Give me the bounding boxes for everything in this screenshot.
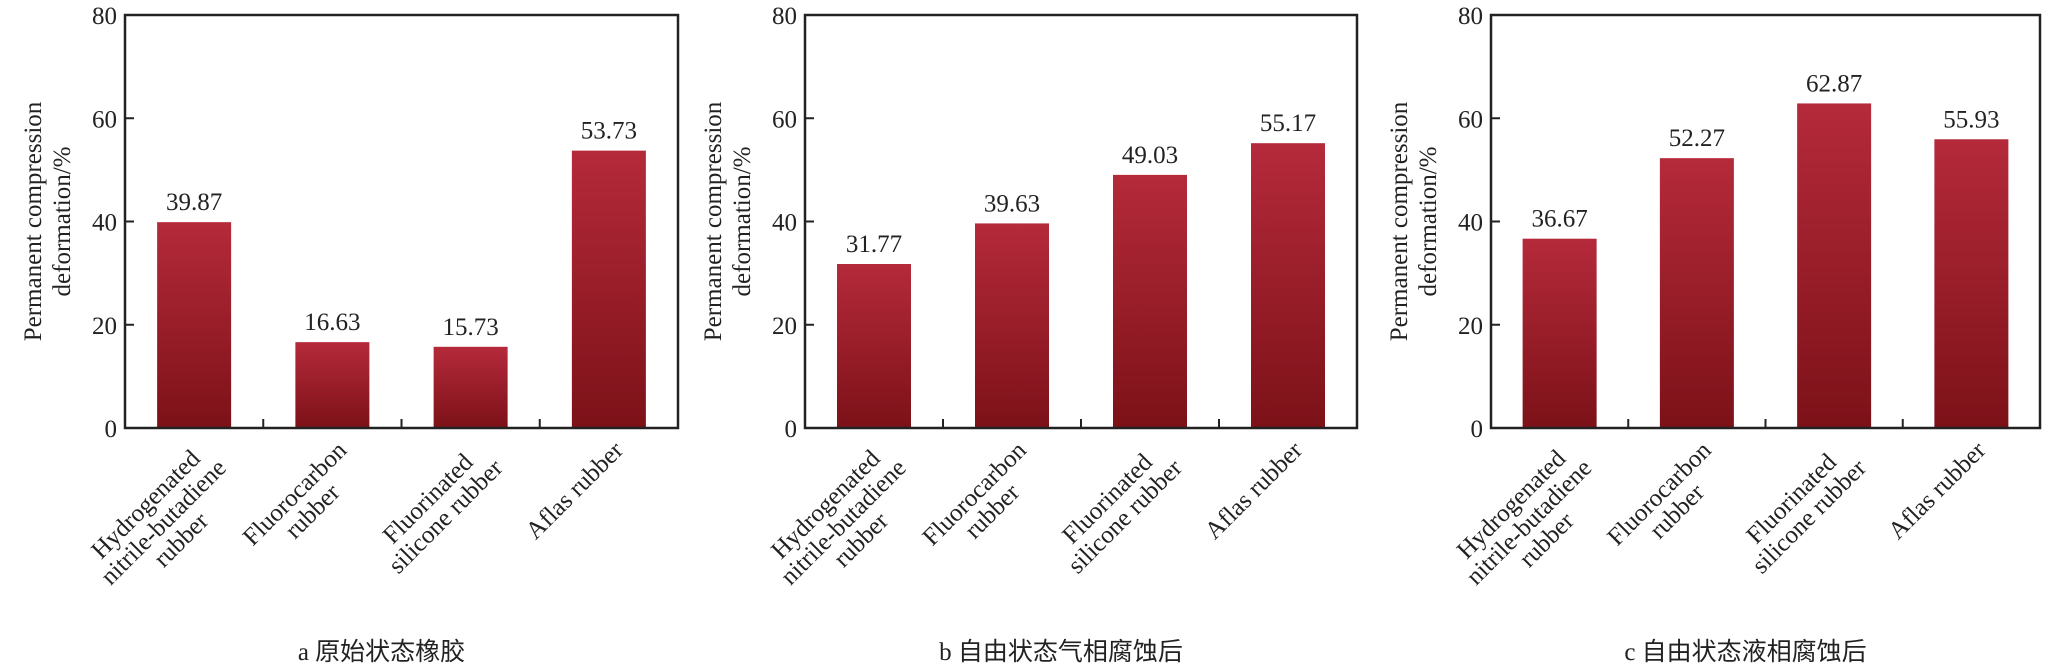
y-axis-label-line: deformation/% bbox=[49, 147, 76, 297]
plot-frame bbox=[123, 13, 680, 430]
bar bbox=[1113, 174, 1187, 428]
bar bbox=[975, 223, 1049, 428]
y-axis-label-line: Permanent compression bbox=[1386, 101, 1413, 341]
x-tick-line: Aflas rubber bbox=[521, 436, 629, 544]
panel-caption: c 自由状态液相腐蚀后 bbox=[1624, 638, 1866, 666]
panel-caption: b 自由状态气相腐蚀后 bbox=[939, 638, 1183, 666]
bar bbox=[157, 222, 232, 428]
bar bbox=[1659, 158, 1734, 428]
y-axis-label: Permanent compression deformation/% bbox=[20, 101, 76, 341]
data-label: 36.67 bbox=[1532, 206, 1588, 233]
data-label: 16.63 bbox=[304, 309, 360, 336]
y-tick-label: 80 bbox=[772, 3, 797, 30]
y-tick-label: 20 bbox=[92, 313, 117, 340]
chart-panel-a: 39.87 Hydrogenatednitrile-butadienerubber… bbox=[20, 3, 680, 666]
bar bbox=[1797, 103, 1872, 428]
x-tick-line: Aflas rubber bbox=[1883, 436, 1991, 544]
y-axis-label: Permanent compression deformation/% bbox=[700, 101, 756, 341]
y-axis-label: Permanent compression deformation/% bbox=[1386, 101, 1442, 341]
bar bbox=[571, 150, 646, 428]
y-tick-label: 20 bbox=[772, 313, 797, 340]
bar bbox=[1251, 143, 1325, 428]
bar bbox=[295, 342, 370, 428]
y-tick-label: 80 bbox=[92, 3, 117, 30]
x-tick-line: Aflas rubber bbox=[1200, 436, 1308, 544]
data-label: 62.87 bbox=[1806, 70, 1862, 97]
data-label: 53.73 bbox=[581, 118, 637, 145]
bar bbox=[1934, 139, 2009, 429]
bar bbox=[837, 263, 911, 428]
data-label: 39.63 bbox=[984, 190, 1040, 217]
data-label: 52.27 bbox=[1669, 125, 1725, 152]
y-tick-label: 40 bbox=[92, 210, 117, 237]
y-axis-label-line: deformation/% bbox=[729, 147, 756, 297]
x-tick-label: Aflas rubber bbox=[521, 436, 629, 544]
data-label: 55.93 bbox=[1943, 106, 1999, 133]
y-tick-label: 60 bbox=[1458, 106, 1483, 133]
bar bbox=[1522, 238, 1597, 428]
y-tick-label: 40 bbox=[1458, 210, 1483, 237]
chart-panel-c: 36.67 Hydrogenatednitrile-butadienerubber… bbox=[1386, 3, 2042, 666]
data-label: 15.73 bbox=[443, 314, 499, 341]
y-tick-label: 20 bbox=[1458, 313, 1483, 340]
y-axis-label-line: Permanent compression bbox=[700, 101, 727, 341]
data-label: 39.87 bbox=[166, 189, 222, 216]
y-tick-label: 60 bbox=[772, 106, 797, 133]
y-tick-label: 0 bbox=[105, 416, 118, 443]
y-axis-label-line: Permanent compression bbox=[20, 101, 47, 341]
x-tick-label: Aflas rubber bbox=[1200, 436, 1308, 544]
bar bbox=[433, 346, 508, 428]
y-tick-label: 80 bbox=[1458, 3, 1483, 30]
data-label: 31.77 bbox=[846, 231, 902, 258]
y-tick-label: 0 bbox=[785, 416, 798, 443]
y-tick-label: 60 bbox=[92, 106, 117, 133]
y-axis-label-line: deformation/% bbox=[1415, 147, 1442, 297]
chart-panel-b: 31.77 Hydrogenatednitrile-butadienerubber… bbox=[700, 3, 1359, 666]
data-label: 55.17 bbox=[1260, 110, 1316, 137]
plot-frame bbox=[803, 13, 1359, 430]
x-tick-label: Aflas rubber bbox=[1883, 436, 1991, 544]
plot-frame bbox=[1489, 13, 2042, 430]
y-tick-label: 0 bbox=[1471, 416, 1484, 443]
y-tick-label: 40 bbox=[772, 210, 797, 237]
panel-caption: a 原始状态橡胶 bbox=[298, 638, 465, 666]
data-label: 49.03 bbox=[1122, 142, 1178, 169]
